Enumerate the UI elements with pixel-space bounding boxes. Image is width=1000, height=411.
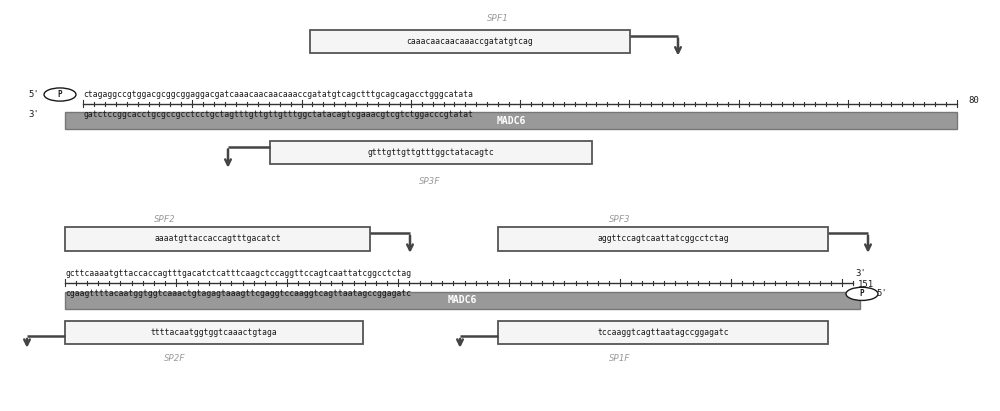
Text: aaaatgttaccaccagtttgacatct: aaaatgttaccaccagtttgacatct — [154, 234, 281, 243]
Text: SP2F: SP2F — [164, 354, 186, 363]
Text: 151: 151 — [858, 280, 874, 289]
Bar — [498, 321, 828, 344]
Text: SP3F: SP3F — [419, 177, 441, 186]
Text: SP1F: SP1F — [609, 354, 631, 363]
Text: 3': 3' — [855, 269, 866, 278]
Bar — [498, 227, 828, 251]
Bar — [65, 292, 860, 309]
Text: ttttacaatggtggtcaaactgtaga: ttttacaatggtggtcaaactgtaga — [151, 328, 277, 337]
Text: 5': 5' — [876, 289, 887, 298]
Bar — [270, 141, 592, 164]
Text: P: P — [860, 289, 864, 298]
Circle shape — [44, 88, 76, 101]
Text: P: P — [58, 90, 62, 99]
Text: SPF2: SPF2 — [154, 215, 176, 224]
Text: 80: 80 — [968, 96, 979, 105]
Text: caaacaacaacaaaccgatatgtcag: caaacaacaacaaaccgatatgtcag — [407, 37, 533, 46]
Text: MADC6: MADC6 — [448, 296, 477, 305]
Text: SPF3: SPF3 — [609, 215, 631, 224]
Text: SPF1: SPF1 — [487, 14, 509, 23]
Text: 5': 5' — [28, 90, 39, 99]
Text: 3': 3' — [28, 110, 39, 119]
Bar — [310, 30, 630, 53]
Bar — [65, 227, 370, 251]
Bar — [65, 321, 363, 344]
Text: ctagaggccgtggacgcggcggaggacgatcaaacaacaacaaaccgatatgtcagctttgcagcagacctgggcatata: ctagaggccgtggacgcggcggaggacgatcaaacaacaa… — [83, 90, 473, 99]
Text: tccaaggtcagttaatagccggagatc: tccaaggtcagttaatagccggagatc — [597, 328, 729, 337]
Text: MADC6: MADC6 — [496, 116, 526, 126]
Bar — [65, 112, 957, 129]
Text: gtttgttgttgtttggctatacagtc: gtttgttgttgtttggctatacagtc — [368, 148, 494, 157]
Text: aggttccagtcaattatcggcctctag: aggttccagtcaattatcggcctctag — [597, 234, 729, 243]
Text: gcttcaaaatgttaccaccagtttgacatctcatttcaagctccaggttccagtcaattatcggcctctag: gcttcaaaatgttaccaccagtttgacatctcatttcaag… — [65, 269, 411, 278]
Circle shape — [846, 287, 878, 300]
Text: gatctccggcacctgcgccgcctcctgctagtttgttgttgtttggctatacagtcgaaacgtcgtctggacccgtatat: gatctccggcacctgcgccgcctcctgctagtttgttgtt… — [83, 110, 473, 119]
Text: cgaagttttacaatggtggtcaaactgtagagtaaagttcgaggtccaaggtcagttaatagccggagatc: cgaagttttacaatggtggtcaaactgtagagtaaagttc… — [65, 289, 411, 298]
